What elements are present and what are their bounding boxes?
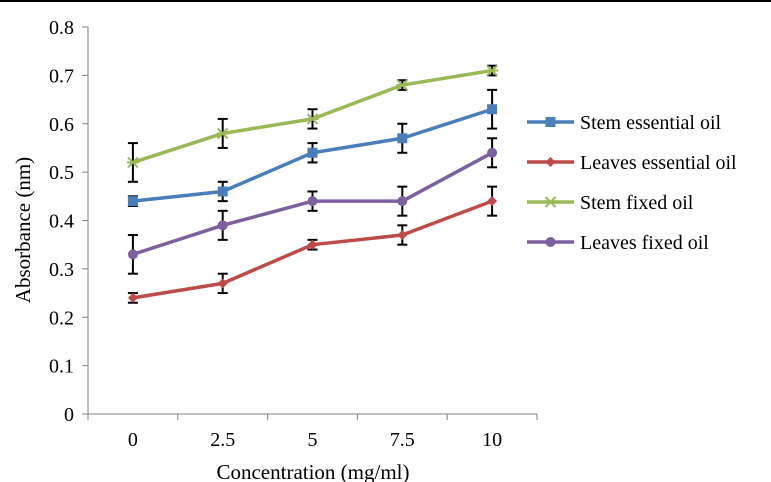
x-tick-label: 5 xyxy=(308,429,318,451)
legend-label: Leaves fixed oil xyxy=(580,232,709,254)
data-point-leaves-fixed-oil xyxy=(217,220,228,231)
legend-label: Leaves essential oil xyxy=(580,152,737,174)
y-tick-label: 0.7 xyxy=(49,65,74,87)
y-tick-label: 0.2 xyxy=(49,307,74,329)
data-point-leaves-essential-oil xyxy=(217,278,228,289)
legend-label: Stem essential oil xyxy=(580,112,722,134)
data-point-leaves-fixed-oil xyxy=(127,249,138,260)
x-tick-label: 10 xyxy=(482,429,502,451)
error-bars xyxy=(127,64,498,304)
data-point-leaves-fixed-oil xyxy=(397,196,408,207)
data-point-leaves-essential-oil xyxy=(307,239,318,250)
data-point-stem-fixed-oil xyxy=(216,127,229,140)
legend-marker xyxy=(545,237,556,247)
y-tick-label: 0.3 xyxy=(49,259,74,281)
x-axis-title: Concentration (mg/ml) xyxy=(216,460,409,482)
data-point-stem-fixed-oil xyxy=(486,64,499,77)
y-tick-label: 0.8 xyxy=(49,17,74,39)
legend-item-stem-essential-oil: Stem essential oil xyxy=(527,112,722,134)
data-point-leaves-fixed-oil xyxy=(487,147,498,158)
top-border-line xyxy=(0,0,771,2)
legend-marker xyxy=(545,117,556,127)
data-point-stem-essential-oil xyxy=(397,133,408,144)
y-tick-label: 0.5 xyxy=(49,162,74,184)
data-point-stem-fixed-oil xyxy=(396,79,409,91)
legend-item-stem-fixed-oil: Stem fixed oil xyxy=(527,192,694,214)
chart-legend: Stem essential oil Leaves essential oil St… xyxy=(527,112,737,254)
x-tick-label: 2.5 xyxy=(210,429,235,451)
tick-labels: 0 0.1 0.2 0.3 0.4 0.5 0.6 0.7 0.8 0 2.5 5 7.5 10 xyxy=(49,17,502,451)
data-point-leaves-essential-oil xyxy=(487,196,498,207)
data-point-stem-essential-oil xyxy=(307,147,318,158)
data-point-stem-fixed-oil xyxy=(306,113,319,125)
data-point-leaves-essential-oil xyxy=(397,230,408,241)
y-tick-label: 0.6 xyxy=(49,114,74,136)
y-tick-label: 0 xyxy=(64,404,74,426)
series-lines xyxy=(132,68,493,300)
y-axis-title: Absorbance (nm) xyxy=(11,157,35,303)
x-tick-label: 7.5 xyxy=(390,429,415,451)
data-point-stem-essential-oil xyxy=(127,196,138,207)
legend-marker xyxy=(545,157,556,167)
data-point-stem-essential-oil xyxy=(487,104,498,115)
data-point-leaves-fixed-oil xyxy=(307,196,318,207)
y-tick-label: 0.4 xyxy=(49,211,74,233)
series-markers xyxy=(126,64,499,303)
y-tick-label: 0.1 xyxy=(49,356,74,378)
x-tick-label: 0 xyxy=(128,429,138,451)
legend-label: Stem fixed oil xyxy=(580,192,694,214)
data-point-stem-essential-oil xyxy=(217,186,228,197)
legend-item-leaves-fixed-oil: Leaves fixed oil xyxy=(527,232,709,254)
chart-axes xyxy=(82,26,538,420)
legend-item-leaves-essential-oil: Leaves essential oil xyxy=(527,152,737,174)
data-point-leaves-essential-oil xyxy=(127,292,138,303)
data-point-stem-fixed-oil xyxy=(126,156,139,169)
legend-marker xyxy=(544,196,557,208)
